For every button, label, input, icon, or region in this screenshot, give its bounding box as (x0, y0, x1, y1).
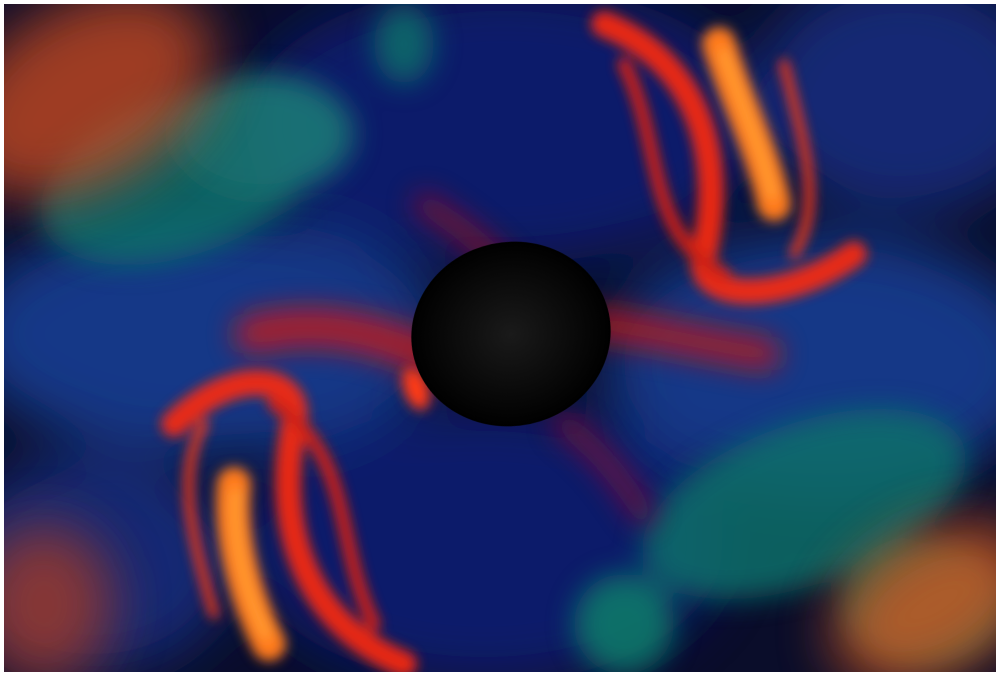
orange-haze (4, 4, 996, 672)
turbulence-render (4, 4, 996, 672)
orange-tubes (216, 27, 791, 661)
render-frame (4, 4, 996, 672)
blue-clouds (4, 4, 996, 672)
black-core (411, 241, 611, 427)
